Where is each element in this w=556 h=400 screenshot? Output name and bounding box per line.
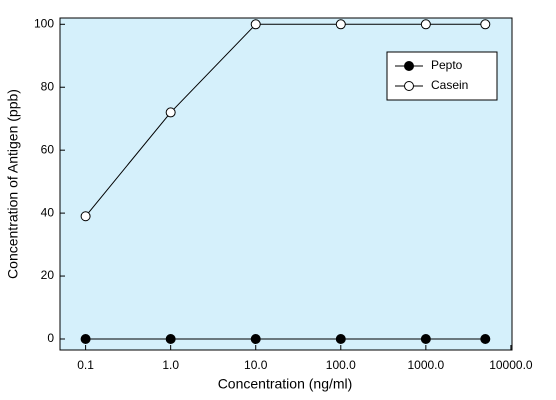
legend-label: Casein [431,78,468,92]
x-axis-title: Concentration (ng/ml) [218,376,353,392]
data-point [480,19,491,30]
data-point [250,19,261,30]
y-tick-label: 20 [41,268,55,282]
y-tick-label: 60 [41,142,55,156]
data-point [80,211,91,222]
y-axis-title: Concentration of Antigen (ppb) [5,89,21,279]
y-tick-label: 40 [41,205,55,219]
data-point [420,19,431,30]
data-point [480,333,491,344]
data-point [80,333,91,344]
data-point [165,333,176,344]
x-tick-label: 1000.0 [407,358,444,372]
legend [386,51,498,101]
x-tick-label: 10.0 [244,358,268,372]
data-point [165,107,176,118]
y-tick-label: 80 [41,79,55,93]
legend-marker [404,81,414,91]
legend-marker [404,61,414,71]
x-tick-label: 100.0 [326,358,356,372]
series-line [85,23,486,217]
x-tick-label: 10000.0 [489,358,533,372]
x-tick-label: 1.0 [162,358,179,372]
y-tick-label: 100 [34,16,54,30]
legend-label: Pepto [431,58,463,72]
data-point [250,333,261,344]
y-tick-label: 0 [47,331,54,345]
data-point [420,333,431,344]
data-point [335,19,346,30]
data-point [335,333,346,344]
x-tick-label: 0.1 [77,358,94,372]
